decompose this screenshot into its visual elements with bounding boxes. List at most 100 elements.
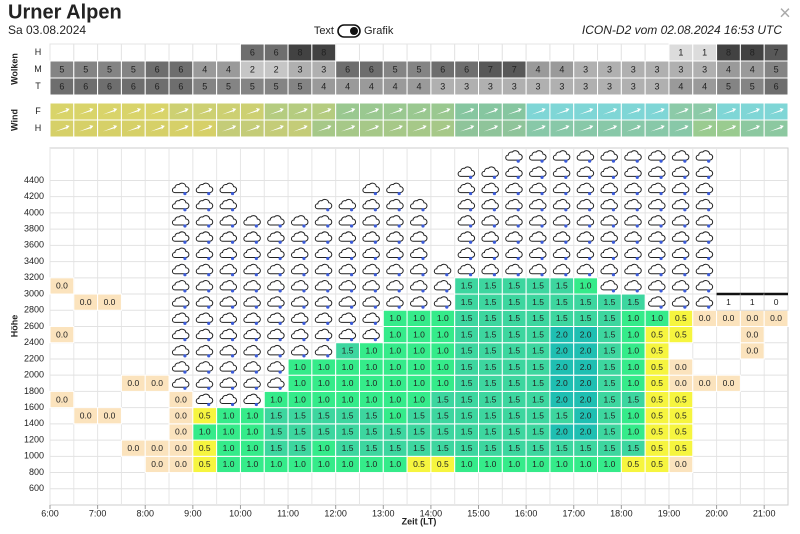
cloud-cover-value: 3	[559, 81, 564, 91]
thermal-value: 1.0	[365, 362, 377, 372]
cloud-icon	[648, 182, 666, 194]
thermal-value: 1.0	[223, 427, 235, 437]
cloud-icon	[195, 280, 214, 291]
rain-drop	[183, 208, 187, 212]
rain-drop	[683, 289, 687, 293]
rain-drop	[659, 175, 663, 179]
cloud-cover-value: 5	[393, 64, 398, 74]
thermal-value: 1.5	[627, 394, 639, 404]
thermal-value: 0.0	[104, 297, 116, 307]
wind-cell	[382, 119, 408, 138]
cloud-icon	[671, 280, 690, 291]
cloud-cover-value: 6	[774, 81, 779, 91]
rain-drop	[445, 273, 449, 277]
cloud-icon	[171, 344, 190, 356]
marker-value: 1	[750, 297, 755, 307]
wind-cell	[668, 119, 694, 138]
rain-drop	[326, 289, 330, 293]
rain-drop	[397, 208, 401, 212]
thermal-value: 1.5	[627, 297, 639, 307]
rain-drop	[707, 175, 711, 179]
cloud-icon	[243, 231, 261, 242]
thermal-value: 1.5	[532, 427, 544, 437]
cloud-icon	[195, 344, 214, 356]
wind-cell	[73, 102, 99, 121]
cloud-icon	[386, 296, 404, 307]
cloud-icon	[433, 296, 452, 307]
y-tick-label: 4200	[24, 191, 44, 201]
rain-drop	[707, 191, 711, 196]
cloud-icon	[171, 312, 190, 323]
thermal-value: 1.5	[342, 427, 354, 437]
toggle-grafik[interactable]: Grafik	[364, 25, 394, 37]
cloud-icon	[695, 247, 714, 258]
rain-drop	[230, 224, 235, 228]
cloud-cover-value: 5	[726, 81, 731, 91]
wind-cell	[597, 119, 622, 138]
thermal-value: 1.0	[389, 411, 401, 421]
thermal-value: 1.0	[389, 394, 401, 404]
thermal-value: 1.5	[294, 411, 306, 421]
thermal-value: 1.5	[556, 281, 568, 291]
cloud-icon	[576, 231, 595, 242]
rain-drop	[183, 305, 187, 309]
thermal-value: 0.0	[175, 411, 187, 421]
cloud-cover-value: 5	[226, 81, 231, 91]
thermal-value: 1.5	[485, 313, 497, 323]
cloud-icon	[195, 312, 214, 323]
row-label: T	[35, 81, 41, 91]
thermal-value: 0.0	[175, 459, 187, 469]
cloud-column	[671, 150, 690, 309]
rain-drop	[349, 240, 354, 244]
cloud-icon	[243, 280, 261, 291]
thermal-value: 1.5	[437, 443, 449, 453]
rain-drop	[659, 191, 663, 196]
cloud-icon	[243, 393, 261, 405]
thermal-value: 0.5	[651, 346, 663, 356]
thermal-value: 1.0	[437, 329, 449, 339]
thermal-value: 0.5	[627, 459, 639, 469]
rain-drop	[611, 240, 616, 244]
rain-drop	[183, 191, 187, 196]
cloud-icon	[338, 328, 357, 340]
cloud-cover-value: 3	[297, 64, 302, 74]
cloud-column	[243, 215, 261, 407]
rain-drop	[183, 386, 187, 390]
rain-drop	[659, 273, 663, 277]
rain-drop	[469, 273, 473, 277]
cloud-cover-value: 5	[202, 81, 207, 91]
thermal-value: 1.0	[365, 346, 377, 356]
empty-cell	[168, 43, 194, 62]
thermal-value: 0.0	[746, 329, 758, 339]
wind-arrow	[721, 107, 737, 115]
thermal-value: 1.0	[389, 329, 401, 339]
cloud-icon	[410, 280, 428, 291]
rain-drop	[611, 159, 616, 163]
date: Sa 03.08.2024	[8, 23, 86, 37]
rain-drop	[326, 354, 330, 358]
cloud-icon	[219, 377, 237, 388]
close-button[interactable]: ×	[779, 2, 791, 24]
thermal-value: 0.0	[675, 459, 687, 469]
cloud-icon	[600, 150, 618, 161]
cloud-icon	[457, 231, 476, 242]
thermal-value: 1.5	[532, 443, 544, 453]
toggle-knob[interactable]	[350, 27, 358, 35]
wind-cell	[239, 102, 265, 121]
rain-drop	[373, 338, 377, 342]
wind-arrow	[364, 124, 380, 132]
thermal-value: 1.5	[556, 411, 568, 421]
thermal-value: 1.5	[556, 297, 568, 307]
thermal-value: 1.0	[485, 459, 497, 469]
cloud-cover-value: 6	[440, 64, 445, 74]
thermal-value: 1.5	[532, 313, 544, 323]
rain-drop	[540, 273, 544, 277]
thermal-value: 0.5	[651, 394, 663, 404]
toggle-text[interactable]: Text	[314, 25, 334, 37]
rain-drop	[707, 240, 711, 244]
cloud-icon	[624, 198, 642, 210]
rain-drop	[564, 208, 568, 212]
x-tick-label: 13:00	[372, 508, 395, 518]
wind-arrow	[340, 124, 356, 132]
rain-drop	[683, 159, 687, 163]
